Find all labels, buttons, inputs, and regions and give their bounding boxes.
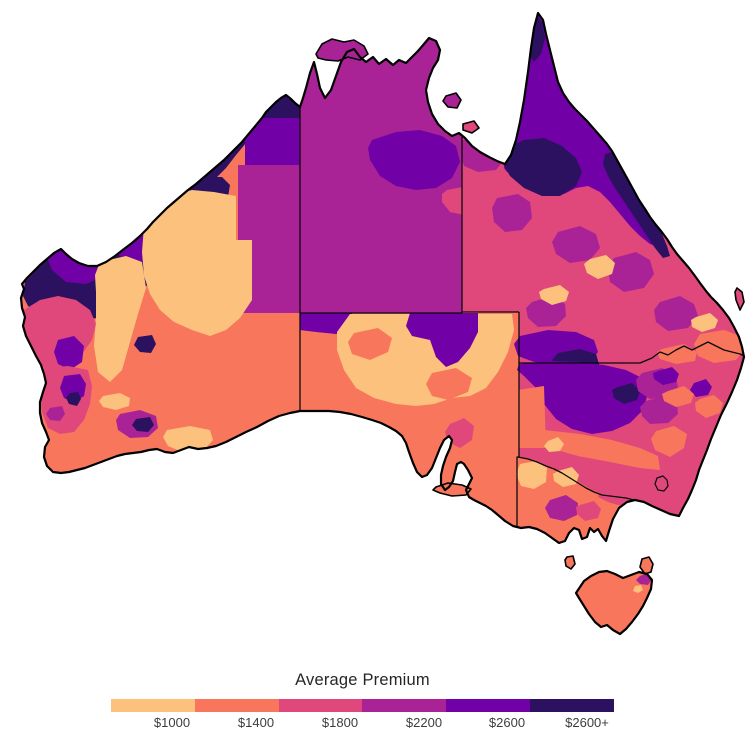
map-region-patch	[492, 194, 532, 232]
island-coastline	[462, 120, 480, 134]
map-region-patch	[238, 165, 300, 313]
island-coastline	[315, 38, 369, 62]
tasmania-coastline	[574, 569, 654, 636]
map-region-patch	[60, 374, 86, 402]
map-region-patch	[460, 138, 504, 172]
map-region-patch	[368, 130, 460, 190]
island-coastline	[734, 287, 745, 311]
map-region-patch	[662, 386, 694, 407]
map-region-patch	[502, 138, 582, 196]
map-region-patch	[654, 296, 698, 331]
map-region-patch	[94, 256, 146, 382]
map-region-patch	[552, 226, 600, 263]
map-region-patch	[695, 395, 723, 418]
map-region-patch	[657, 344, 697, 364]
island-coastline	[432, 482, 472, 497]
map-region-patch	[694, 330, 744, 363]
map-region-patch	[517, 361, 648, 434]
map-region-patch	[653, 367, 679, 385]
map-region-patch	[545, 495, 578, 521]
map-region-patch	[539, 285, 569, 305]
map-region-patch	[142, 190, 252, 336]
map-region-patch	[651, 426, 687, 457]
map-region-patch	[134, 335, 156, 353]
map-region-patch	[592, 480, 638, 499]
map-region-patch	[132, 417, 154, 432]
map-region-patch	[516, 461, 547, 489]
map-region-patch	[245, 118, 300, 165]
map-region-patch	[406, 313, 478, 367]
map-region-patch	[612, 383, 640, 404]
map-region-patch	[99, 393, 130, 410]
map-region-patch	[300, 313, 352, 334]
map-region-patch	[426, 368, 472, 400]
mainland-coastline	[19, 11, 746, 545]
map-region-patch	[608, 252, 654, 292]
map-region-patch	[576, 501, 601, 521]
map-region-patch	[603, 152, 670, 258]
map-region-patch	[66, 392, 81, 406]
act-border-outline	[654, 475, 669, 492]
island-coastline	[442, 92, 462, 109]
map-region-patch	[584, 255, 615, 279]
island-coastline	[564, 555, 576, 570]
map-region-patch	[633, 585, 643, 593]
map-region-patch	[442, 186, 480, 215]
map-region-patch	[46, 406, 65, 421]
island-coastline	[639, 556, 654, 575]
map-region-patch	[544, 437, 564, 452]
map-region-patch	[540, 430, 660, 470]
map-region-patch	[54, 336, 84, 370]
map-region-patch	[691, 313, 718, 332]
map-region-patch	[518, 386, 546, 448]
state-border-line	[519, 341, 744, 364]
map-region-patch	[163, 426, 213, 452]
map-region-patch	[348, 328, 392, 360]
map-region-patch	[690, 379, 712, 397]
